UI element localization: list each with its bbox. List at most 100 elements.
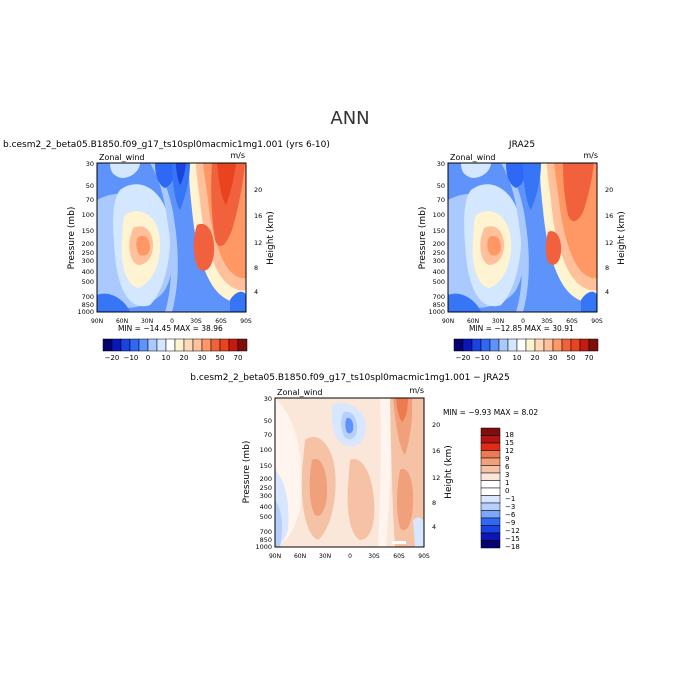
height-tick: 8: [254, 264, 258, 272]
colorbar-label: −1: [505, 495, 515, 503]
colorbar-box: [480, 450, 501, 459]
panel-diff-field: [275, 398, 424, 547]
x-tick: 90S: [418, 553, 430, 560]
x-tick: 0: [170, 318, 174, 325]
y-tick: 500: [260, 513, 272, 521]
height-tick: 12: [432, 474, 440, 482]
colorbar-box: [561, 338, 572, 352]
colorbar-label: −6: [505, 511, 516, 519]
colorbar-label: −12: [505, 527, 520, 535]
colorbar-label: 12: [505, 447, 514, 455]
colorbar-box: [480, 532, 501, 541]
colorbar-box: [102, 338, 113, 352]
colorbar-label: 30: [198, 354, 207, 362]
panel-model-ylabel: Pressure (mb): [67, 207, 77, 270]
panel-model-colorbar-labels: −20 −10 0 10 20 30 50 70: [105, 354, 243, 362]
panel-obs-x-ticks: 90N 60N 30N 0 30S 60S 90S: [442, 318, 603, 325]
colorbar-box: [507, 338, 518, 352]
y-tick: 250: [82, 249, 94, 257]
colorbar-label: 3: [505, 471, 509, 479]
y-tick: 850: [260, 536, 272, 544]
colorbar-box: [480, 487, 501, 496]
x-tick: 60S: [566, 318, 578, 325]
colorbar-box: [480, 435, 501, 444]
x-tick: 60S: [393, 553, 405, 560]
colorbar-box: [525, 338, 536, 352]
panel-obs-ylabel-right: Height (km): [617, 211, 627, 265]
colorbar-label: −20: [456, 354, 471, 362]
colorbar-label: −10: [124, 354, 139, 362]
colorbar-box: [480, 472, 501, 481]
height-tick: 4: [432, 523, 436, 531]
colorbar-box: [228, 338, 239, 352]
colorbar-box: [129, 338, 140, 352]
colorbar-box: [498, 338, 509, 352]
x-tick: 60S: [215, 318, 227, 325]
colorbar-label: 6: [505, 463, 510, 471]
colorbar-box: [588, 338, 599, 352]
colorbar-box: [480, 525, 501, 534]
panel-obs-stats: MIN = −12.85 MAX = 30.91: [469, 324, 574, 333]
y-tick: 100: [82, 211, 94, 219]
y-tick: 850: [82, 301, 94, 309]
x-tick: 30N: [319, 553, 331, 560]
colorbar-label: 18: [505, 431, 514, 439]
y-tick: 30: [86, 160, 94, 168]
colorbar-box: [165, 338, 176, 352]
colorbar-box: [516, 338, 527, 352]
y-tick: 300: [433, 257, 445, 265]
colorbar-box: [462, 338, 473, 352]
height-tick: 20: [605, 186, 613, 194]
panel-diff-x-ticks: 90N 60N 30N 0 30S 60S 90S: [269, 553, 430, 560]
colorbar-box: [156, 338, 167, 352]
colorbar-label: 10: [162, 354, 171, 362]
colorbar-label: 9: [505, 455, 509, 463]
y-tick: 400: [433, 268, 445, 276]
x-tick: 90N: [91, 318, 103, 325]
colorbar-box: [237, 338, 248, 352]
panel-model-units: m/s: [230, 151, 245, 160]
height-tick: 16: [605, 212, 613, 220]
y-tick: 500: [433, 278, 445, 286]
colorbar-label: −10: [475, 354, 490, 362]
colorbar-label: 0: [146, 354, 150, 362]
y-tick: 1000: [428, 308, 445, 316]
x-tick: 90S: [240, 318, 252, 325]
colorbar-box: [570, 338, 581, 352]
colorbar-box: [480, 338, 491, 352]
y-tick: 70: [86, 196, 94, 204]
colorbar-label: −15: [505, 535, 520, 543]
colorbar-label: 50: [567, 354, 576, 362]
colorbar-box: [552, 338, 563, 352]
panel-diff-ylabel-right: Height (km): [444, 445, 454, 499]
colorbar-label: 0: [497, 354, 501, 362]
panel-obs-height-ticks: 4 8 12 16 20: [605, 186, 613, 296]
panel-diff-y-ticks: 30 50 70 100 150 200 250 300 400 500 700…: [255, 395, 272, 551]
panel-diff-colorbar: [480, 427, 501, 549]
height-tick: 12: [605, 239, 613, 247]
colorbar-box: [579, 338, 590, 352]
x-tick: 60N: [294, 553, 306, 560]
panel-diff-title: b.cesm2_2_beta05.B1850.f09_g17_ts10spl0m…: [190, 373, 509, 383]
panel-model-y-ticks: 30 50 70 100 150 200 250 300 400 500 700…: [77, 160, 94, 316]
colorbar-box: [183, 338, 194, 352]
colorbar-box: [489, 338, 500, 352]
panel-diff-stats: MIN = −9.93 MAX = 8.02: [443, 408, 538, 417]
x-tick: 0: [348, 553, 352, 560]
colorbar-box: [480, 442, 501, 451]
panel-obs-units: m/s: [583, 151, 598, 160]
colorbar-label: 70: [234, 354, 243, 362]
colorbar-label: 30: [549, 354, 558, 362]
panel-diff-variable: Zonal_wind: [277, 388, 322, 397]
height-tick: 8: [432, 499, 436, 507]
y-tick: 200: [82, 240, 94, 248]
colorbar-label: 20: [180, 354, 189, 362]
x-tick: 60N: [116, 318, 128, 325]
colorbar-box: [111, 338, 122, 352]
y-tick: 70: [437, 196, 445, 204]
y-tick: 200: [433, 240, 445, 248]
panel-obs-variable: Zonal_wind: [450, 153, 495, 162]
y-tick: 850: [433, 301, 445, 309]
colorbar-label: −3: [505, 503, 515, 511]
